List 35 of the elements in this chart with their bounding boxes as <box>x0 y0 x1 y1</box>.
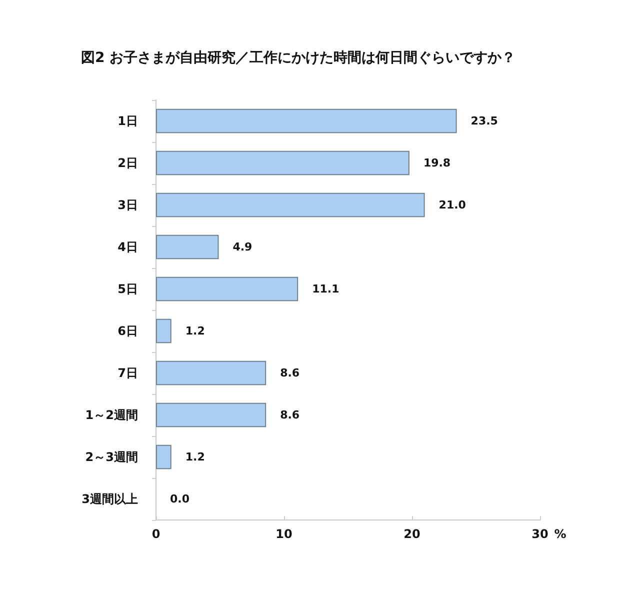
x-tick-label: 30 <box>532 527 548 541</box>
y-tick-label: 7日 <box>118 366 138 380</box>
bar <box>156 360 266 386</box>
data-label: 1.2 <box>185 324 205 338</box>
x-tick-label: 10 <box>276 527 292 541</box>
data-label: 8.6 <box>280 366 300 380</box>
y-tick-label: 2～3週間 <box>85 450 138 464</box>
data-label: 23.5 <box>470 114 498 128</box>
bar <box>156 150 410 176</box>
data-label: 8.6 <box>280 408 300 422</box>
data-label: 11.1 <box>312 282 340 296</box>
y-tick-label: 3日 <box>118 198 138 212</box>
y-tick-label: 4日 <box>118 240 138 254</box>
y-tick-label: 3週間以上 <box>82 492 138 506</box>
bar <box>156 444 172 470</box>
data-label: 21.0 <box>438 198 466 212</box>
y-tick-label: 6日 <box>118 324 138 338</box>
data-label: 0.0 <box>170 492 190 506</box>
x-tick-label: 20 <box>404 527 420 541</box>
bar <box>156 192 425 218</box>
y-tick-label: 1日 <box>118 114 138 128</box>
data-label: 19.8 <box>423 156 451 170</box>
bar <box>156 276 298 302</box>
data-label: 4.9 <box>232 240 252 254</box>
bar <box>156 234 219 260</box>
y-tick-label: 1～2週間 <box>85 408 138 422</box>
y-tick-label: 5日 <box>118 282 138 296</box>
x-tick-label: 0 <box>152 527 160 541</box>
bar <box>156 108 457 134</box>
y-tick-label: 2日 <box>118 156 138 170</box>
bar <box>156 318 172 344</box>
bar <box>156 402 266 428</box>
data-label: 1.2 <box>185 450 205 464</box>
chart-title: 図2 お子さまが自由研究／工作にかけた時間は何日間ぐらいですか？ <box>81 49 516 66</box>
x-axis-title: % <box>554 527 566 541</box>
